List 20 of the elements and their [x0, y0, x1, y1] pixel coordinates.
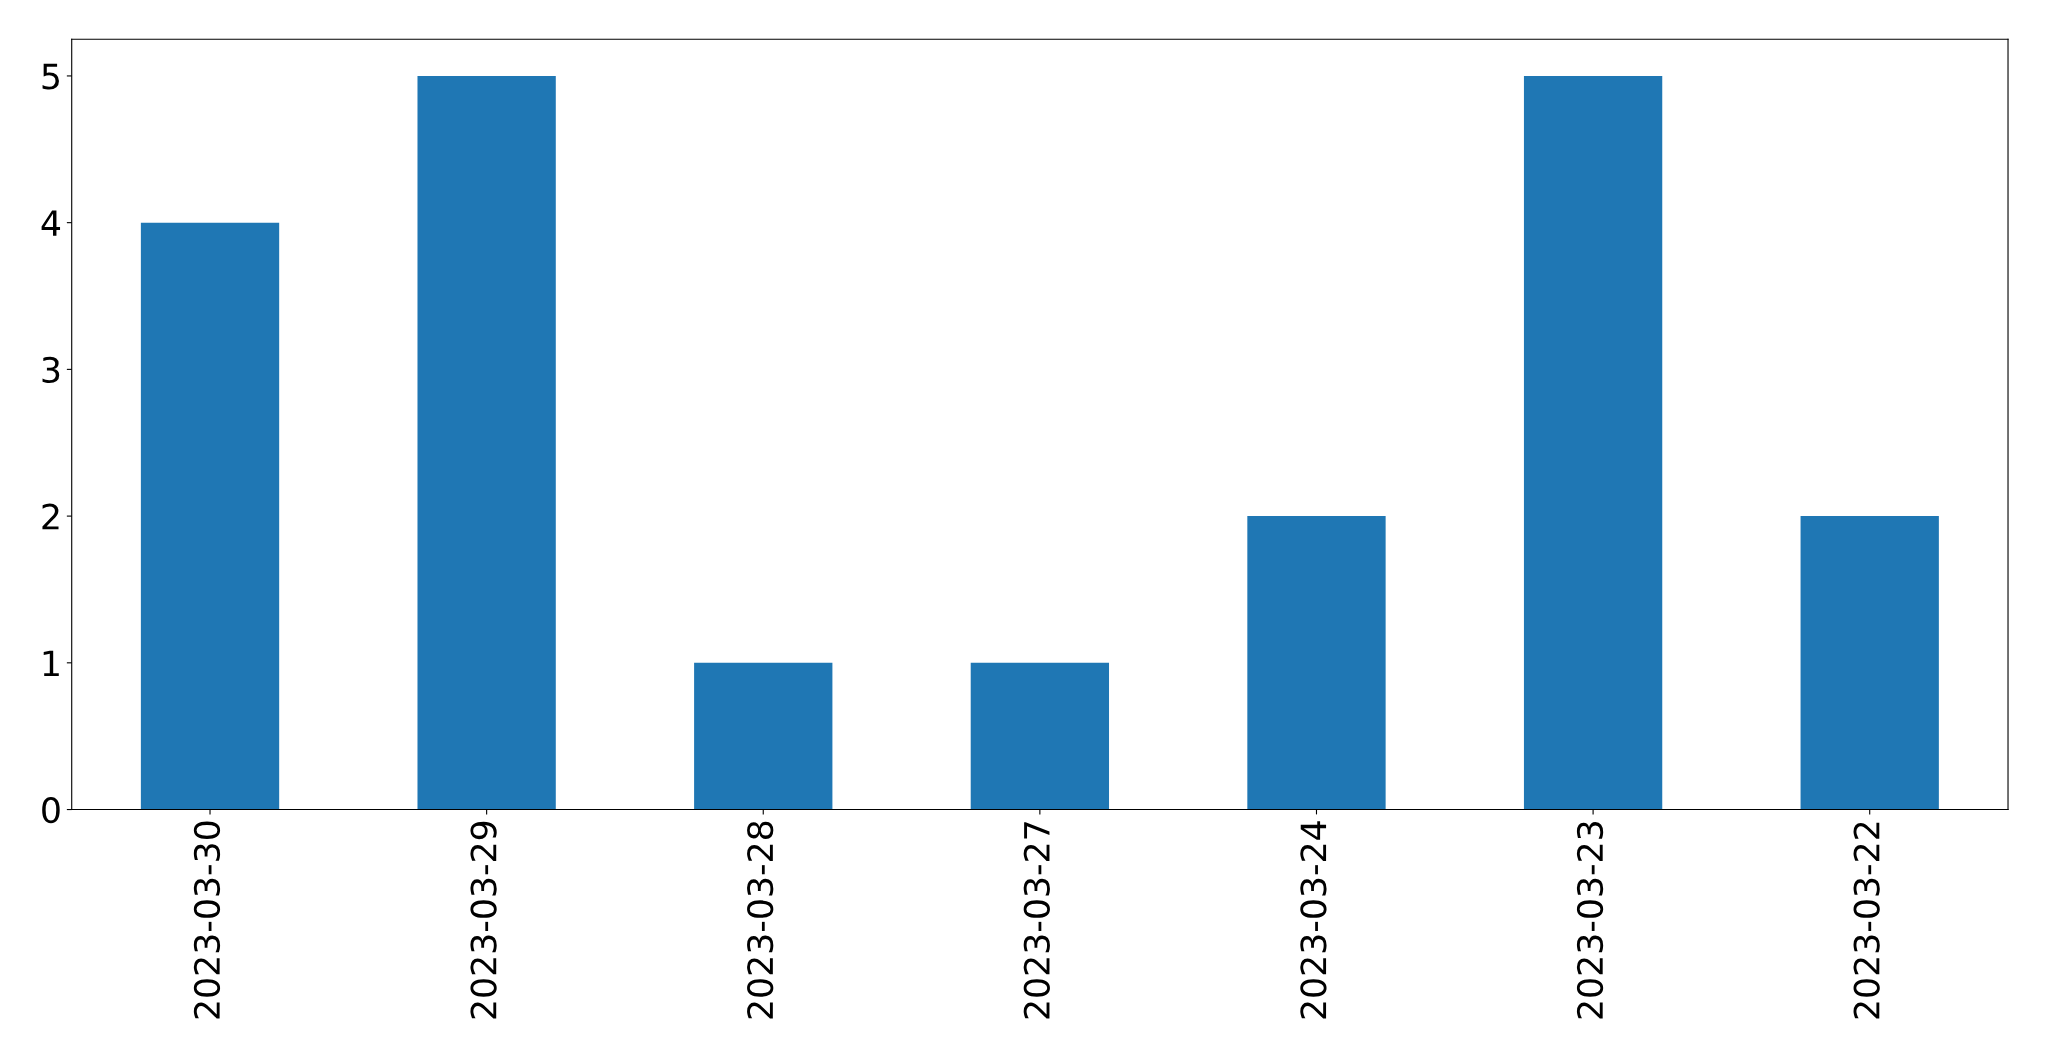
y-tick-label: 5 [42, 63, 59, 90]
bar [1523, 75, 1663, 810]
x-tick-label: 2023-03-24 [1300, 821, 1327, 1019]
x-tick-label: 2023-03-23 [1576, 822, 1604, 1019]
x-tick-label: 2023-03-30 [193, 821, 221, 1019]
y-tick-label: 3 [42, 356, 60, 384]
bar [970, 662, 1110, 810]
y-tick-label: 2 [42, 503, 59, 530]
y-tick-label: 4 [41, 210, 61, 236]
x-tick-label: 2023-03-29 [470, 821, 497, 1019]
x-tick-label: 2023-03-22 [1853, 822, 1880, 1019]
x-tick-label: 2023-03-28 [747, 821, 774, 1019]
y-tick-label: 1 [43, 650, 59, 677]
y-tick-label: 0 [42, 796, 60, 824]
bar [694, 662, 833, 810]
bar [1800, 516, 1939, 810]
bar [417, 75, 556, 810]
x-tick-label: 2023-03-27 [1023, 822, 1050, 1019]
bar [1247, 516, 1386, 810]
bar [140, 222, 280, 810]
